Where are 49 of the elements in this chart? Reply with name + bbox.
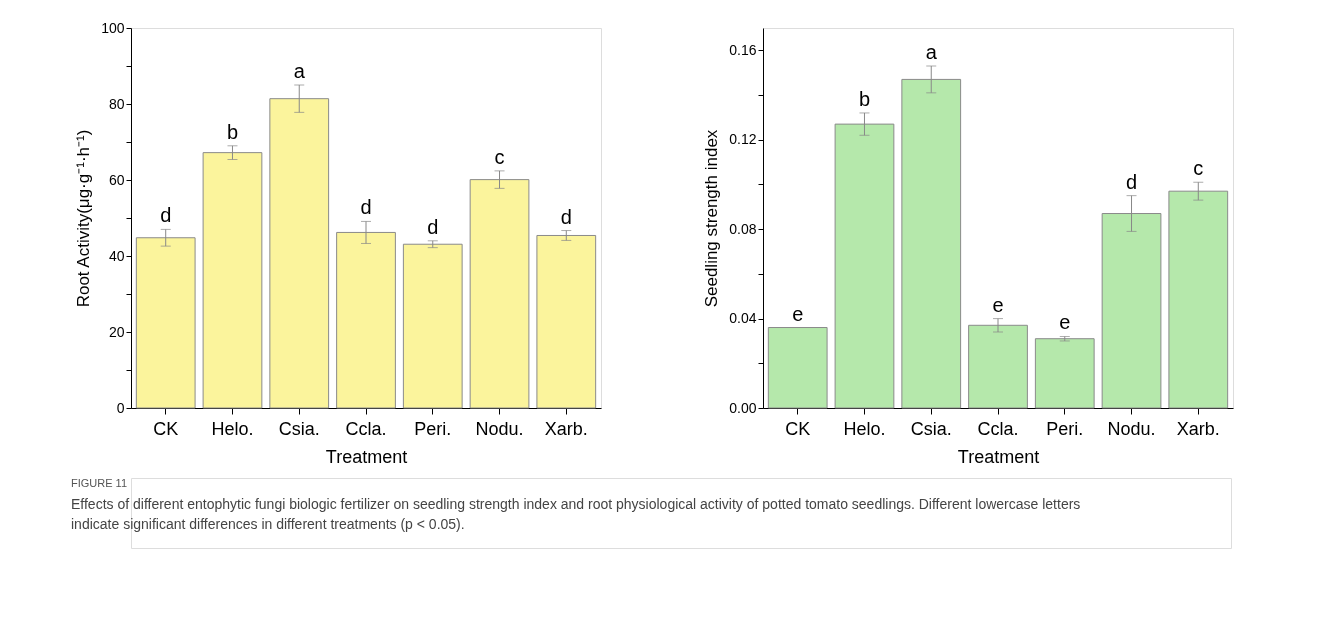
annotation: d bbox=[160, 204, 172, 227]
x-tick-label: Csia. bbox=[278, 418, 320, 439]
x-tick-label: CK bbox=[153, 418, 179, 439]
annotation: d bbox=[360, 196, 372, 219]
annotation: c bbox=[494, 145, 505, 168]
x-tick-label: Peri. bbox=[1046, 418, 1084, 439]
y-tick-label: 0 bbox=[116, 399, 125, 416]
y-tick-label: 0.12 bbox=[729, 131, 757, 148]
x-tick-label: Xarb. bbox=[1176, 418, 1220, 439]
annotation: e bbox=[1059, 311, 1071, 334]
x-tick-label: Peri. bbox=[414, 418, 452, 439]
y-tick-label: 40 bbox=[108, 247, 125, 264]
x-axis-title: Treatment bbox=[325, 446, 408, 467]
annotation: b bbox=[226, 120, 239, 143]
y-tick-label: 0.00 bbox=[729, 399, 757, 416]
caption: FIGURE 11 bbox=[71, 477, 128, 489]
bar bbox=[402, 243, 463, 409]
y-tick-label: 0.08 bbox=[729, 220, 757, 237]
x-tick-label: Helo. bbox=[211, 418, 254, 439]
y-tick-label: 0.16 bbox=[729, 41, 757, 58]
annotation: b bbox=[858, 87, 871, 110]
x-axis-title: Treatment bbox=[957, 446, 1040, 467]
y-tick-label: 0.04 bbox=[729, 310, 757, 327]
annotation: a bbox=[293, 60, 306, 82]
annotation: a bbox=[925, 41, 938, 63]
y-tick-label: 20 bbox=[108, 323, 125, 340]
annotation: d bbox=[427, 215, 439, 238]
x-tick-label: Nodu. bbox=[1107, 418, 1156, 439]
annotation: e bbox=[992, 293, 1004, 316]
y-tick-label: 80 bbox=[108, 95, 125, 112]
x-tick-label: Helo. bbox=[843, 418, 886, 439]
y-axis-title: Root Activity(μg·g⁻¹·h⁻¹) bbox=[74, 129, 94, 308]
y-tick-label: 100 bbox=[101, 19, 125, 36]
y-tick-label: 60 bbox=[108, 171, 125, 188]
text: Effects of different entophytic fungi biologic fertilizer on seedling strength index and root physiological activity of potted tomato seedlings. Different lowercase letters indicate significant differences in different treatments (p < 0.05). bbox=[71, 496, 1081, 532]
x-tick-label: CK bbox=[785, 418, 811, 439]
bar bbox=[1034, 338, 1095, 409]
annotation: c bbox=[1193, 157, 1204, 180]
y-axis-title: Seedling strength index bbox=[702, 129, 722, 308]
x-tick-label: Xarb. bbox=[544, 418, 588, 439]
annotation: d bbox=[1125, 170, 1138, 193]
annotation: e bbox=[792, 302, 804, 325]
x-tick-label: Nodu. bbox=[475, 418, 524, 439]
x-tick-label: Csia. bbox=[910, 418, 952, 439]
x-tick-label: Ccla. bbox=[977, 418, 1019, 439]
x-tick-label: Ccla. bbox=[345, 418, 387, 439]
bar bbox=[767, 327, 828, 409]
bar bbox=[536, 234, 597, 409]
annotation: d bbox=[560, 205, 572, 228]
